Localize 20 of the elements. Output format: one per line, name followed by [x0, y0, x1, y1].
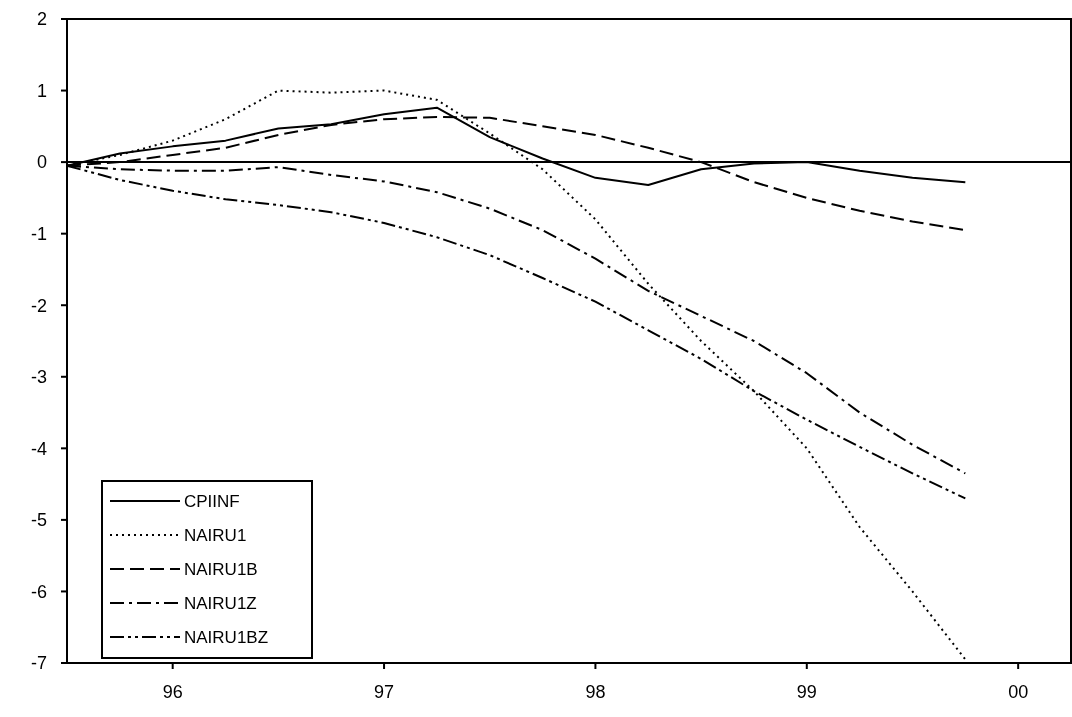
y-tick-label: -4 — [30, 438, 47, 459]
legend-label: CPIINF — [184, 491, 240, 511]
y-tick-label: -5 — [30, 510, 47, 531]
y-tick-label: -3 — [30, 367, 47, 388]
x-tick-label: 97 — [374, 682, 395, 702]
x-tick-label: 99 — [796, 682, 817, 702]
legend-label: NAIRU1 — [184, 525, 247, 545]
y-tick-label: -2 — [30, 295, 47, 316]
y-tick-label: 0 — [36, 152, 47, 173]
x-tick-label: 00 — [1008, 682, 1029, 702]
x-tick-label: 96 — [162, 682, 183, 702]
x-tick-label: 98 — [585, 682, 606, 702]
y-tick-label: -1 — [30, 223, 47, 244]
y-tick-label: -6 — [30, 581, 47, 602]
legend-label: NAIRU1BZ — [184, 627, 269, 647]
legend-label: NAIRU1Z — [184, 593, 257, 613]
y-tick-label: 1 — [36, 80, 47, 101]
legend-label: NAIRU1B — [184, 559, 258, 579]
y-tick-label: -7 — [30, 653, 47, 674]
y-tick-label: 2 — [36, 9, 47, 30]
